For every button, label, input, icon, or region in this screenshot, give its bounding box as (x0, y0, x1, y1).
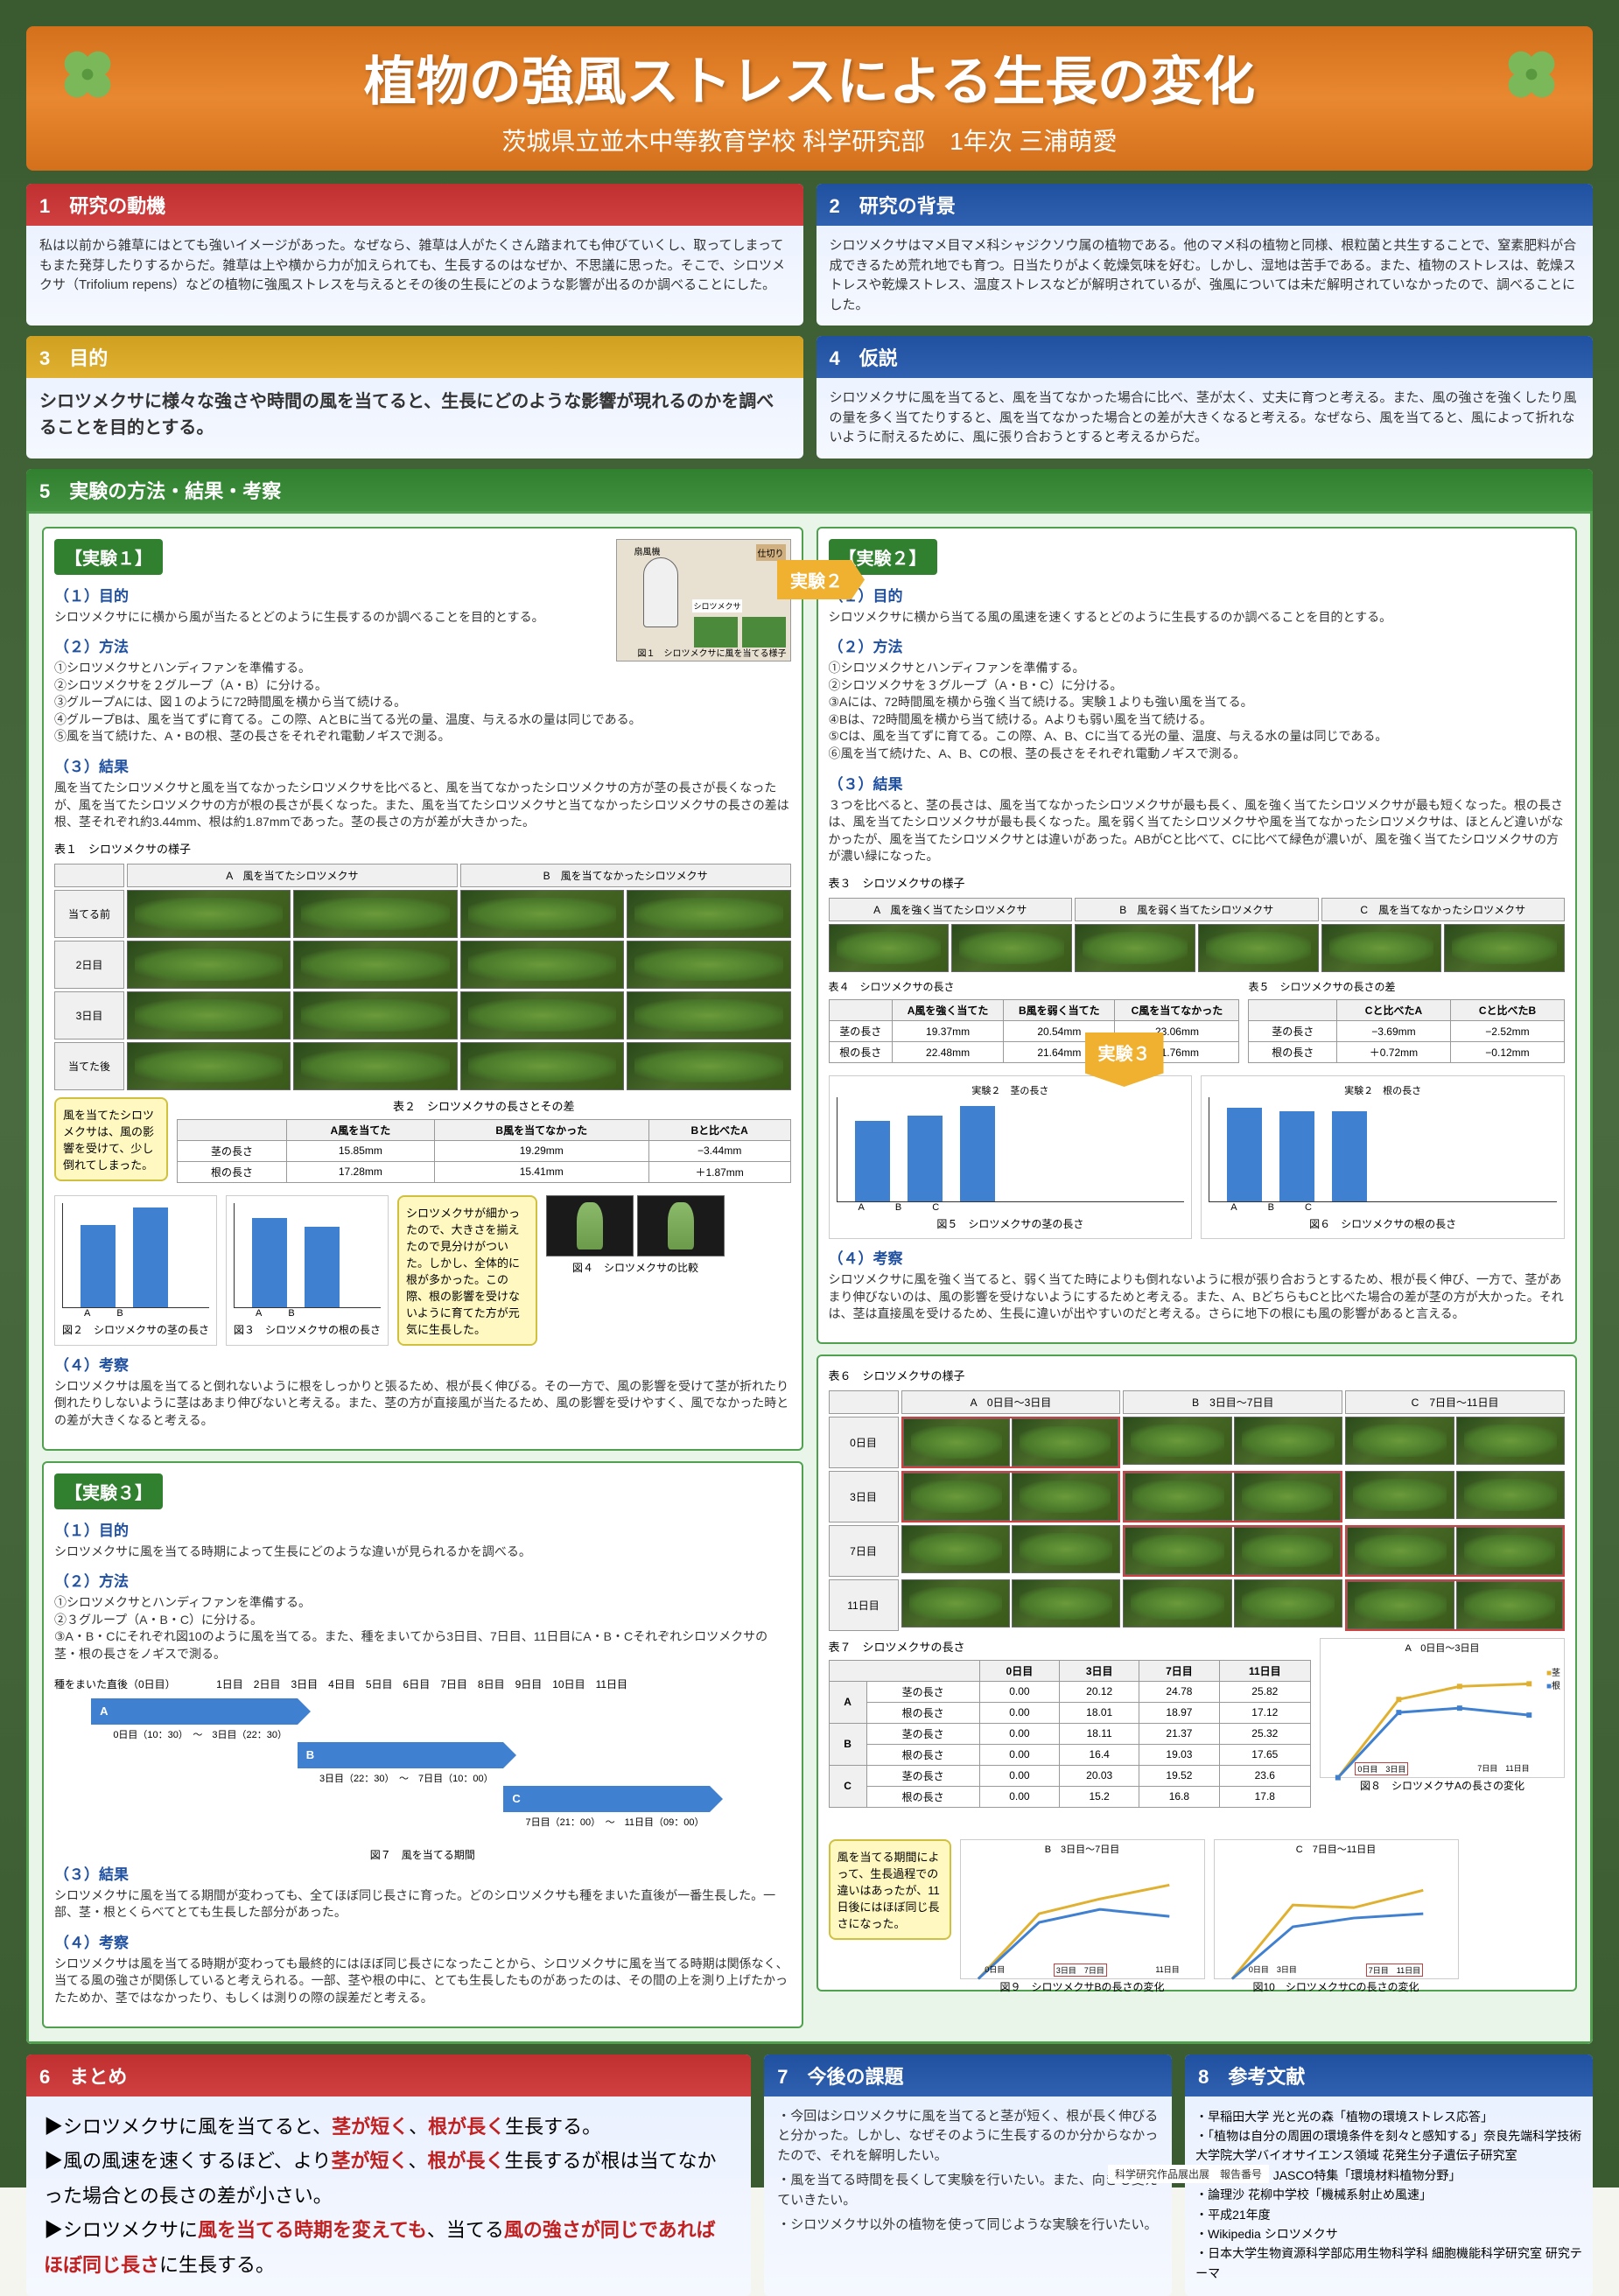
section-summary: 6 まとめ ▶シロツメクサに風を当てると、茎が短く、根が長く生長する。▶風の風速… (26, 2054, 751, 2296)
table1-caption: 表１ シロツメクサの様子 (54, 840, 791, 857)
footer-label: 科学研究作品展出展 報告番号 (1108, 2165, 1269, 2183)
left-column: 【実験１】 図１ シロツメクサに風を当てる様子 仕切り 扇風機 シロツメクサ （… (42, 527, 803, 2028)
chart-6: 実験２ 根の長さ ABC 図６ シロツメクサの根の長さ (1201, 1075, 1565, 1239)
section-body: 私は以前から雑草にはとても強いイメージがあった。なぜなら、雑草は人がたくさん踏ま… (26, 226, 803, 306)
timeline-diagram: 種をまいた直後（0日目） 1日目 2日目 3日目 4日目 5日目 6日目 7日目… (54, 1676, 791, 1834)
charts-exp1: AB 図２ シロツメクサの茎の長さ AB 図３ シロツメクサの根の長さ シロツメ… (54, 1195, 791, 1346)
section-head: 5 実験の方法・結果・考察 (26, 469, 1593, 511)
section-body: シロツメクサはマメ目マメ科シャジクソウ属の植物である。他のマメ科の植物と同様、根… (817, 226, 1594, 326)
experiment-3: 【実験３】 （１）目的シロツメクサに風を当てる時期によって生長にどのような違いが… (42, 1461, 803, 2028)
photo-grid-exp1: A 風を当てたシロツメクサ B 風を当てなかったシロツメクサ 当てる前 2日目 … (54, 864, 791, 1090)
section-background: 2 研究の背景 シロツメクサはマメ目マメ科シャジクソウ属の植物である。他のマメ科… (817, 184, 1594, 326)
title-bar: 植物の強風ストレスによる生長の変化 茨城県立並木中等教育学校 科学研究部 1年次… (26, 26, 1593, 171)
photo (127, 890, 291, 938)
clover-icon-left (53, 39, 123, 109)
experiment-3-results: 表６ シロツメクサの様子 A 0日目～3日目 B 3日目～7日目 C 7日目～1… (817, 1354, 1578, 1992)
experiments-content: 【実験１】 図１ シロツメクサに風を当てる様子 仕切り 扇風機 シロツメクサ （… (26, 511, 1593, 2044)
bottom-row: 6 まとめ ▶シロツメクサに風を当てると、茎が短く、根が長く生長する。▶風の風速… (26, 2054, 1593, 2296)
result: （３）結果 風を当てたシロツメクサと風を当てなかったシロツメクサを比べると、風を… (54, 754, 791, 831)
table-5: Cと比べたACと比べたB 茎の長さ−3.69mm−2.52mm 根の長さ＋0.7… (1248, 999, 1565, 1063)
chart-5: 実験２ 茎の長さ ABC 図５ シロツメクサの茎の長さ (829, 1075, 1193, 1239)
photo-grid-exp3: A 0日目～3日目 B 3日目～7日目 C 7日目～11日目 0日目 3日目 7… (829, 1390, 1566, 1631)
poster-subtitle: 茨城県立並木中等教育学校 科学研究部 1年次 三浦萌愛 (61, 122, 1558, 158)
chart-10: C 7日目～11日目 0日目 3日目7日目 11日目 図10 シロツメクサCの長… (1214, 1839, 1459, 1979)
plant-a (694, 617, 738, 648)
callout: 風を当てる期間によって、生長過程での違いはあったが、11日後にはほぼ同じ長さにな… (829, 1839, 951, 1940)
consider: （４）考察 シロツメクサは風を当てると倒れないように根をしっかりと張るため、根が… (54, 1353, 791, 1430)
section-head: 2 研究の背景 (817, 184, 1594, 226)
table-7: 0日目3日目7日目11日目 A茎の長さ0.0020.1224.7825.82 根… (829, 1660, 1312, 1808)
exp-title: 【実験１】 (54, 539, 163, 575)
fan-icon (643, 557, 678, 627)
experiment-1: 【実験１】 図１ シロツメクサに風を当てる様子 仕切り 扇風機 シロツメクサ （… (42, 527, 803, 1451)
poster-title: 植物の強風ストレスによる生長の変化 (61, 39, 1558, 116)
section-purpose: 3 目的 シロツメクサに様々な強さや時間の風を当てると、生長にどのような影響が現… (26, 336, 803, 458)
experiment-2: 【実験２】 （１）目的シロツメクサに横から当てる風の風速を速くするとどのように生… (817, 527, 1578, 1344)
exp-title: 【実験３】 (54, 1474, 163, 1509)
right-column: 【実験２】 （１）目的シロツメクサに横から当てる風の風速を速くするとどのように生… (817, 527, 1578, 2028)
chart-9: B 3日目～7日目 0日目3日目 7日目11日目 図９ シロツメクサBの長さの変… (960, 1839, 1205, 1979)
photo-grid-exp2: A 風を強く当てたシロツメクサ B 風を弱く当てたシロツメクサ C 風を当てなか… (829, 898, 1566, 972)
poster: 植物の強風ストレスによる生長の変化 茨城県立並木中等教育学校 科学研究部 1年次… (0, 0, 1619, 2188)
section-body: シロツメクサに風を当てると、風を当てなかった場合に比べ、茎が太く、丈夫に育つと考… (817, 378, 1594, 458)
summary-body: ▶シロツメクサに風を当てると、茎が短く、根が長く生長する。▶風の風速を速くするほ… (26, 2096, 751, 2296)
section-body: シロツメクサに様々な強さや時間の風を当てると、生長にどのような影響が現れるのかを… (26, 378, 803, 452)
fig-caption: 図１ シロツメクサに風を当てる様子 (638, 646, 787, 659)
plant-b (742, 617, 786, 648)
section-hypothesis: 4 仮説 シロツメクサに風を当てると、風を当てなかった場合に比べ、茎が太く、丈夫… (817, 336, 1594, 458)
section-head: 1 研究の動機 (26, 184, 803, 226)
chart-8: A 0日目～3日目 0日目 3日目7日目 11日目 ■茎■根 図８ シロツメクサ… (1320, 1638, 1565, 1778)
callout: 風を当てたシロツメクサは、風の影響を受けて、少し倒れてしまった。 (54, 1097, 168, 1181)
clover-icon-right (1496, 39, 1566, 109)
table-2: A風を当てたB風を当てなかったBと比べたA 茎の長さ15.85mm19.29mm… (177, 1119, 791, 1183)
row-motivation-background: 1 研究の動機 私は以前から雑草にはとても強いイメージがあった。なぜなら、雑草は… (26, 184, 1593, 326)
section-head: 4 仮説 (817, 336, 1594, 378)
chart-2: AB 図２ シロツメクサの茎の長さ (54, 1195, 217, 1346)
chart-3: AB 図３ シロツメクサの根の長さ (226, 1195, 389, 1346)
setup-diagram: 図１ シロツメクサに風を当てる様子 仕切り 扇風機 シロツメクサ (616, 539, 791, 662)
row-purpose-hypothesis: 3 目的 シロツメクサに様々な強さや時間の風を当てると、生長にどのような影響が現… (26, 336, 1593, 458)
section-head: 3 目的 (26, 336, 803, 378)
fig-4: 図４ シロツメクサの比較 (546, 1195, 725, 1346)
ref-body: ・早稲田大学 光と光の森「植物の環境ストレス応答」・「植物は自分の周囲の環境条件… (1185, 2096, 1593, 2294)
arrow-to-exp2: 実験２ (777, 560, 865, 599)
section-motivation: 1 研究の動機 私は以前から雑草にはとても強いイメージがあった。なぜなら、雑草は… (26, 184, 803, 326)
table-4: A風を強く当てたB風を弱く当てたC風を当てなかった 茎の長さ19.37mm20.… (829, 999, 1240, 1063)
section-experiments: 5 実験の方法・結果・考察 【実験１】 図１ シロツメクサに風を当てる様子 仕切… (26, 469, 1593, 2044)
arrow-to-exp3: 実験３ (1085, 1032, 1164, 1087)
